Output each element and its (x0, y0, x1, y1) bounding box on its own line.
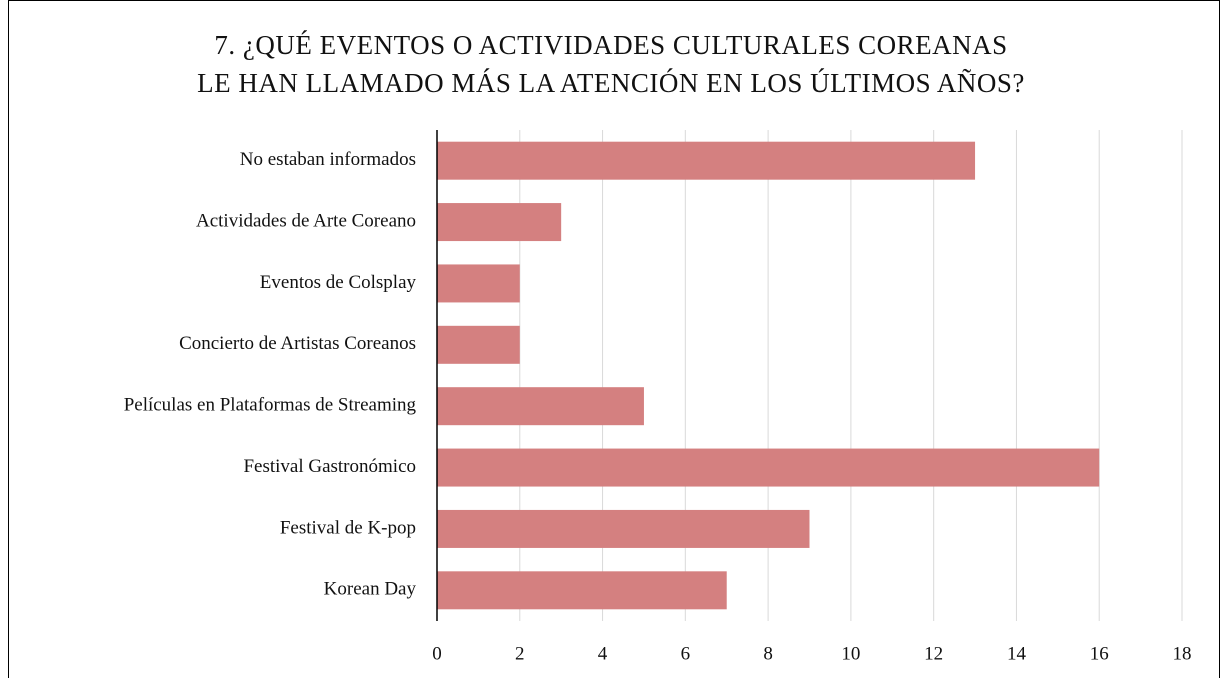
y-tick-label: Korean Day (324, 579, 417, 600)
y-tick-label: Festival Gastronómico (243, 456, 416, 477)
chart-title-line: 7. ¿QUÉ EVENTOS O ACTIVIDADES CULTURALES… (214, 30, 1007, 60)
y-tick-label: Festival de K-pop (280, 517, 416, 538)
y-tick-label: Películas en Plataformas de Streaming (124, 395, 417, 416)
x-tick-label: 4 (598, 643, 608, 664)
y-tick-label: Concierto de Artistas Coreanos (179, 333, 416, 354)
x-tick-label: 10 (841, 643, 860, 664)
x-tick-label: 12 (924, 643, 943, 664)
x-tick-label: 8 (763, 643, 773, 664)
bar (437, 325, 520, 364)
bar (437, 571, 727, 610)
x-tick-label: 0 (432, 643, 442, 664)
bar (437, 203, 562, 242)
x-tick-label: 18 (1173, 643, 1192, 664)
x-tick-label: 16 (1090, 643, 1109, 664)
bar (437, 448, 1100, 487)
bar (437, 509, 810, 548)
bar (437, 387, 644, 426)
x-tick-label: 6 (681, 643, 691, 664)
y-tick-label: Eventos de Colsplay (260, 272, 417, 293)
y-tick-label: Actividades de Arte Coreano (196, 210, 416, 231)
chart-title-line: LE HAN LLAMADO MÁS LA ATENCIÓN EN LOS ÚL… (197, 68, 1025, 98)
frame (8, 0, 1220, 678)
y-tick-label: No estaban informados (240, 149, 416, 170)
bar (437, 264, 520, 303)
x-tick-label: 2 (515, 643, 525, 664)
x-tick-label: 14 (1007, 643, 1027, 664)
bar (437, 141, 976, 180)
